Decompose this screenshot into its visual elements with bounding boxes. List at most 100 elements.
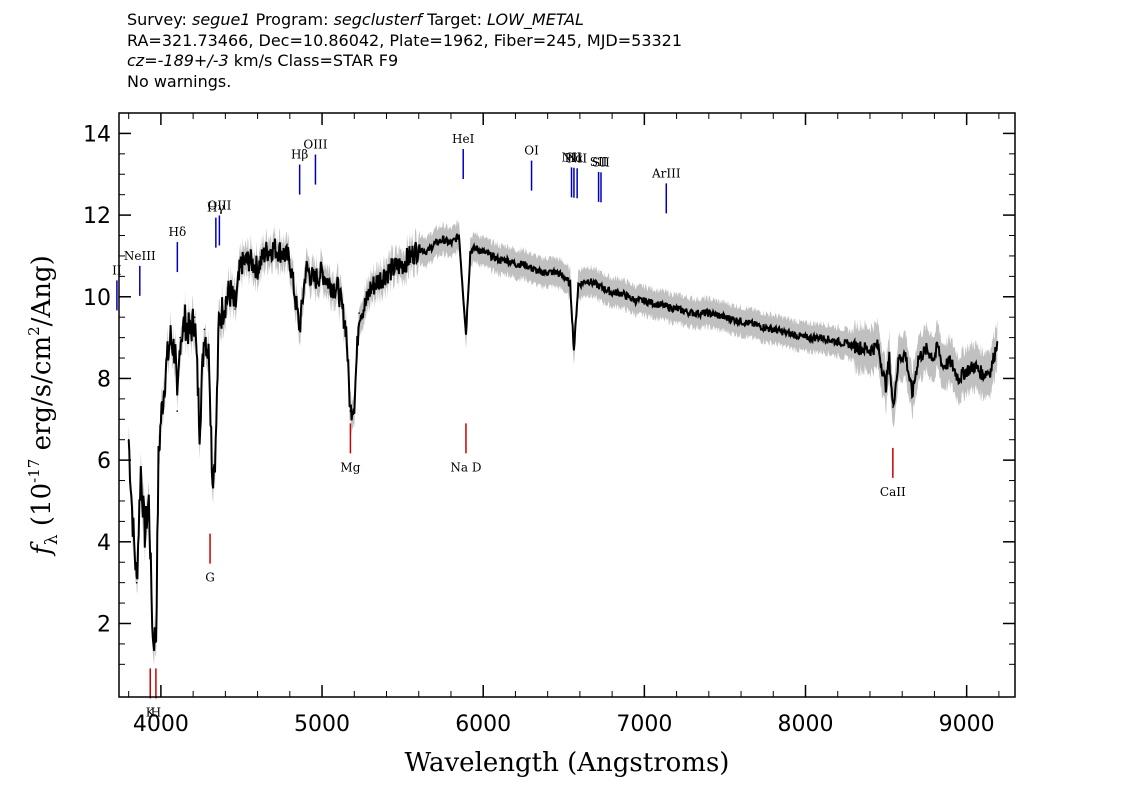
line-marker-9: NII [562,150,582,198]
spectrum-point-85 [691,312,694,314]
spectrum-point-7 [155,634,157,637]
line-marker-label-17: G [205,571,215,585]
line-marker-label-7: HeI [452,132,475,146]
spectrum-point-56 [450,242,452,245]
line-marker-label-3: Hγ [207,201,225,215]
spectrum-point-11 [169,336,172,339]
line-marker-label-15: K [146,705,156,719]
spectrum-point-114 [990,369,992,372]
spectrum-point-71 [563,275,565,278]
spectrum-point-49 [401,263,404,265]
x-axis-label: Wavelength (Angstroms) [405,748,730,778]
spectrum-point-101 [898,357,900,359]
line-marker-6: OIII [303,138,328,185]
spectrum-point-27 [240,263,243,265]
line-marker-18: Mg [340,423,361,474]
line-marker-label-13: SII [592,155,610,169]
y-label-rest: (10 [27,483,57,535]
program-label: Program: [255,10,329,29]
spectrum-point-35 [305,267,307,270]
y-tick-label-5: 12 [83,204,111,229]
spectrum-point-52 [417,247,420,249]
spectrum-point-64 [506,259,509,261]
spectrum-point-23 [218,320,220,323]
spectrum-point-70 [554,271,557,274]
line-marker-7: HeI [452,132,475,180]
line-marker-0: NeIII [124,249,156,296]
x-tick-label-3: 7000 [616,712,672,737]
y-label-exp2: 2 [25,326,43,336]
survey-value: segue1 [191,10,251,29]
spectrum-point-112 [973,365,976,368]
spectrum-point-13 [176,410,178,412]
spectrum-point-48 [393,267,396,270]
spectrum-point-88 [740,320,742,323]
spectrum-point-89 [756,324,758,327]
spectrum-point-100 [892,406,894,408]
line-marker-label-12: SII [590,155,608,169]
spectrum-point-19 [203,328,206,331]
spectrum-point-29 [256,267,259,270]
line-marker-3: Hγ [207,201,225,248]
spectrum-point-40 [345,328,348,331]
spectrum-point-50 [409,255,412,257]
y-tick-label-1: 4 [97,531,111,556]
spectrum-point-108 [941,365,944,368]
program-value: segclusterf [333,10,422,29]
spectrum-point-12 [174,353,177,355]
line-marker-label-0: NeIII [124,249,156,263]
spectrum-point-94 [836,340,839,343]
line-marker-8: OI [524,144,539,191]
spectrum-point-6 [152,639,154,641]
spectrum-point-30 [264,251,267,253]
cz-label: cz= [127,51,158,70]
spectrum-point-51 [414,251,416,253]
spectrum-point-59 [469,251,472,253]
line-marker-label-5: Hβ [291,148,308,162]
spectrum-point-90 [772,328,775,331]
spectrum-point-44 [364,304,367,306]
spectrum-point-55 [442,238,444,241]
line-marker-label-4: OIII [207,198,231,212]
spectrum-point-0 [127,438,130,441]
header-line-3: cz=-189+/-3 km/s Class=STAR F9 [127,51,682,72]
spectrum-point-102 [904,353,907,355]
spectrum-point-115 [996,340,999,343]
plot-frame [118,112,1016,698]
spectrum-point-66 [522,263,525,265]
survey-label: Survey: [127,10,187,29]
spectrum-point-67 [530,267,533,270]
x-tick-label-2: 6000 [455,712,511,737]
spectrum-point-79 [619,291,621,294]
spectrum-point-28 [248,259,251,261]
spectrum-point-78 [611,291,613,294]
line-marker-label-19: Na D [450,460,481,474]
line-marker-15: K [146,668,156,719]
y-tick-label-3: 8 [97,367,111,392]
spectrum-point-47 [385,271,388,274]
spectrum-point-106 [933,357,936,359]
spectrum-point-74 [577,283,580,286]
spectrum-point-15 [184,320,186,323]
line-marker-1: II [112,263,122,311]
spectrum-point-76 [595,283,597,286]
cz-rest: km/s Class=STAR F9 [228,51,399,70]
line-marker-10: Hα [565,151,583,198]
line-marker-label-1: II [112,263,122,277]
spectrum-point-18 [198,426,201,429]
spectrum-point-92 [804,336,807,339]
spectrum-point-34 [298,328,301,331]
line-marker-label-2: Hδ [168,225,186,239]
y-axis-label: fλ (10-17 erg/s/cm2/Ang) [25,255,62,557]
spectrum-point-63 [498,259,501,261]
spectrum-point-82 [643,300,646,302]
x-tick-label-0: 4000 [133,712,189,737]
error-band-layer [128,219,998,666]
line-marker-label-20: CaII [880,485,906,499]
spectrum-point-99 [888,357,891,359]
spectrum-point-113 [982,373,984,376]
header-line-2: RA=321.73466, Dec=10.86042, Plate=1962, … [127,30,683,50]
header-line-1: Survey: segue1 Program: segclusterf Targ… [127,10,682,31]
